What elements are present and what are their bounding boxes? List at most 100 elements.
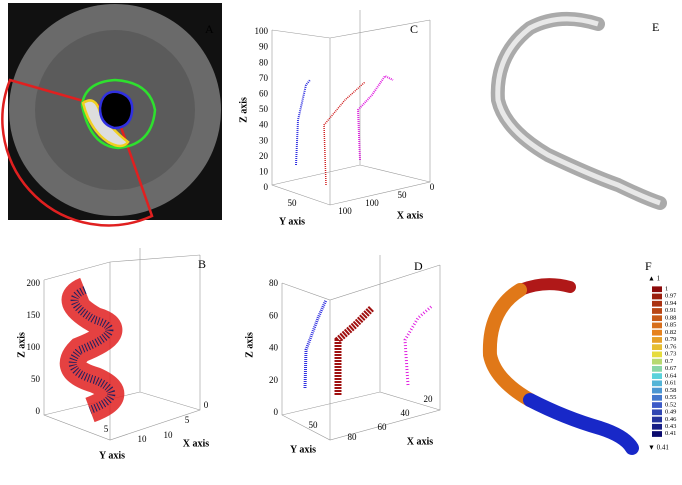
panel-label: E — [652, 20, 659, 34]
trace-blue — [295, 79, 311, 166]
colorbar-swatch — [652, 351, 662, 358]
colorbar-swatch — [652, 380, 662, 387]
y-tick-label: 80 — [348, 432, 358, 442]
x-axis-label: X axis — [407, 436, 434, 447]
colorbar-label: 0.97 — [665, 293, 677, 300]
tick-labels: 0102030405060708090100501001005000501001… — [27, 26, 435, 444]
colorbar-swatch — [652, 300, 662, 307]
panel-a: A — [1, 3, 222, 227]
lumen-contour — [98, 90, 134, 130]
colorbar-swatch — [652, 293, 662, 300]
panel-b: B Z axis Y axis X axis — [16, 248, 209, 461]
panel-f: F ▲ 1 ▼ 0.41 10.970.940.910.880.850.820.… — [482, 259, 677, 455]
z-tick-label: 70 — [259, 73, 269, 83]
trace-magenta — [356, 74, 394, 161]
y-axis-label: Y axis — [279, 216, 305, 227]
colorbar-swatch — [652, 394, 662, 401]
panel-label: A — [205, 22, 214, 36]
x-axis-label: X axis — [183, 438, 210, 449]
z-tick-label: 50 — [259, 104, 269, 114]
x-tick-label: 20 — [424, 394, 434, 404]
colorbar-label: 0.58 — [665, 387, 676, 394]
vessel-highlight — [495, 16, 661, 206]
x-axis-label: X axis — [397, 210, 424, 221]
colorbar-label: 0.46 — [665, 416, 677, 423]
colorbar-label: 0.43 — [665, 423, 676, 430]
x-tick-label: 60 — [378, 422, 388, 432]
colorbar-swatch — [652, 373, 662, 379]
z-tick-label: 60 — [269, 310, 279, 320]
axes-box — [281, 255, 441, 441]
axes-box — [43, 248, 201, 441]
colorbar-label: 0.91 — [665, 307, 676, 314]
colorbar-swatch — [652, 387, 662, 394]
colorbar-swatch — [652, 322, 662, 329]
z-tick-label: 150 — [27, 310, 41, 320]
z-tick-label: 10 — [259, 166, 269, 176]
colorbar-label: 0.94 — [665, 300, 677, 307]
y-tick-label: 100 — [338, 206, 352, 216]
z-tick-label: 40 — [259, 120, 269, 130]
z-tick-label: 90 — [259, 42, 269, 52]
colorbar-label: 0.79 — [665, 336, 676, 343]
vessel-3d — [490, 11, 667, 210]
z-tick-label: 0 — [264, 182, 269, 192]
x-tick-label: 5 — [185, 415, 190, 425]
z-tick-label: 100 — [27, 342, 41, 352]
colorbar-swatch — [652, 358, 662, 365]
y-tick-label: 50 — [309, 420, 319, 430]
panel-d: D Z axis Y axis X axis — [244, 255, 441, 455]
trace-blue — [303, 299, 328, 389]
trace-red — [334, 305, 375, 395]
colorbar-swatch — [652, 286, 662, 293]
z-tick-label: 100 — [255, 26, 269, 36]
z-axis-label: Z axis — [16, 332, 27, 358]
panel-c: C Z axis Y axis X axis — [238, 10, 431, 227]
y-axis-label: Y axis — [290, 444, 316, 455]
colorbar-label: 1 — [665, 285, 668, 292]
colorbar-max: ▲ 1 — [648, 275, 661, 283]
x-tick-label: 10 — [164, 430, 174, 440]
x-tick-label: 50 — [398, 190, 408, 200]
z-tick-label: 80 — [269, 278, 279, 288]
colorbar-label: 0.88 — [665, 314, 676, 321]
z-axis-label: Z axis — [238, 97, 249, 123]
colorbar-label: 0.7 — [665, 358, 674, 365]
vessel-segment-high — [514, 278, 576, 296]
panel-label: D — [414, 259, 423, 273]
colorbar-swatch — [652, 344, 662, 351]
z-tick-label: 30 — [259, 135, 269, 145]
x-tick-label: 0 — [430, 182, 435, 192]
z-tick-label: 200 — [27, 278, 41, 288]
axes-box — [271, 10, 431, 206]
colorbar-swatch — [652, 315, 662, 322]
x-tick-label: 40 — [401, 408, 411, 418]
z-axis-label: Z axis — [244, 332, 255, 358]
colorbar-label: 0.76 — [665, 343, 677, 350]
colorbar-swatch — [652, 416, 662, 423]
z-tick-label: 80 — [259, 57, 269, 67]
colorbar-swatch — [652, 308, 662, 314]
y-tick-label: 10 — [138, 434, 148, 444]
trace-magenta — [403, 304, 433, 386]
panel-label: B — [198, 257, 206, 271]
z-tick-label: 60 — [259, 88, 269, 98]
colorbar-label: 0.73 — [665, 351, 676, 358]
z-tick-label: 50 — [31, 374, 41, 384]
colorbar-label: 0.67 — [665, 365, 677, 372]
colorbar-swatch — [652, 366, 662, 372]
colorbar-swatch — [652, 337, 662, 343]
colorbar-label: 0.52 — [665, 401, 676, 408]
colorbar-label: 0.64 — [665, 372, 677, 379]
outer-contour — [80, 78, 157, 150]
vessel-segment-low — [523, 393, 639, 455]
colorbar: 10.970.940.910.880.850.820.790.760.730.7… — [652, 285, 677, 437]
colorbar-swatch — [652, 423, 662, 430]
colorbar-swatch — [652, 409, 662, 416]
panel-label: F — [645, 259, 652, 273]
y-axis-label: Y axis — [99, 450, 125, 461]
z-tick-label: 0 — [274, 407, 279, 417]
colorbar-swatch — [652, 329, 662, 336]
colorbar-label: 0.61 — [665, 380, 676, 387]
z-tick-label: 20 — [269, 375, 279, 385]
